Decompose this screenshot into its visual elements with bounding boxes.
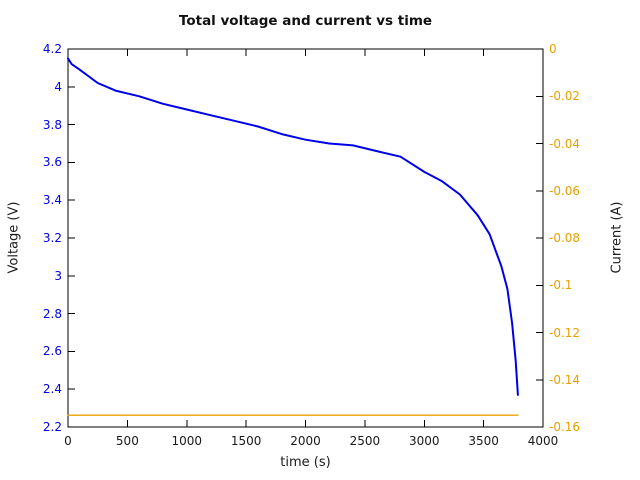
x-tick-label: 4000 — [527, 434, 559, 448]
x-tick-label: 1500 — [230, 434, 262, 448]
x-tick-label: 2000 — [290, 434, 321, 448]
y-left-tick-label: 3.4 — [42, 193, 62, 208]
x-tick-label: 1000 — [171, 434, 203, 448]
y-right-tick-label: -0.04 — [549, 136, 581, 151]
x-tick-label: 2500 — [349, 434, 381, 448]
plot-frame — [67, 48, 544, 428]
y-left-tick-label: 3.2 — [42, 231, 62, 245]
y-left-tick-label: 3.6 — [42, 155, 62, 170]
y-right-tick-label: -0.06 — [549, 183, 581, 198]
x-tick-label: 0 — [64, 434, 72, 448]
y-left-tick-label: 2.4 — [42, 382, 62, 397]
y-left-tick-label: 4.2 — [42, 42, 62, 56]
y-right-tick-label: -0.08 — [549, 231, 581, 245]
y-right-tick-label: -0.16 — [549, 420, 581, 434]
y-right-tick-label: -0.12 — [549, 325, 581, 340]
chart-title: Total voltage and current vs time — [178, 13, 433, 29]
y-left-tick-label: 2.6 — [42, 344, 62, 359]
x-axis-label: time (s) — [280, 455, 331, 470]
total-voltage-line — [67, 57, 519, 396]
y-right-tick-label: -0.02 — [549, 89, 581, 104]
y-left-tick-label: 4 — [54, 79, 62, 94]
y-right-tick-label: 0 — [549, 42, 557, 56]
right-y-axis-label: Current (A) — [609, 201, 625, 274]
y-right-tick-label: -0.1 — [549, 278, 573, 293]
y-left-tick-label: 3 — [54, 268, 62, 283]
y-right-tick-label: -0.14 — [549, 372, 581, 387]
x-tick-label: 3000 — [408, 434, 440, 448]
y-left-tick-label: 2.8 — [42, 306, 62, 321]
x-tick-label: 500 — [115, 434, 139, 448]
y-left-tick-label: 2.2 — [42, 420, 62, 434]
x-tick-label: 3500 — [468, 434, 499, 448]
y-left-tick-label: 3.8 — [42, 117, 62, 132]
